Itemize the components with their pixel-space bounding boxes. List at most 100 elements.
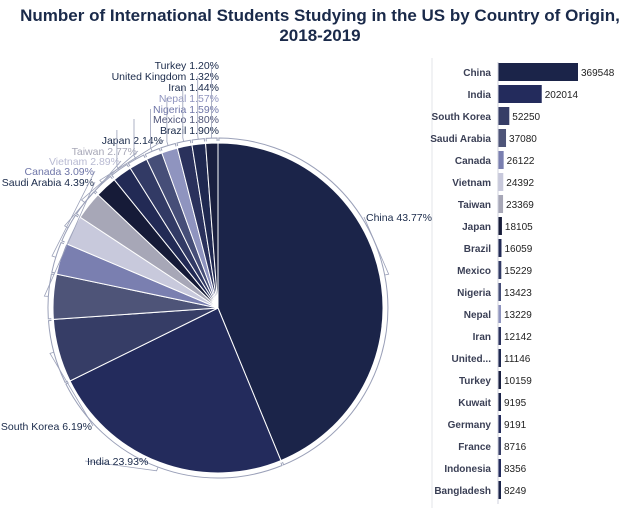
slice-leader	[182, 87, 184, 142]
pie-slice[interactable]	[205, 142, 219, 309]
bar-category-label: United...	[452, 354, 492, 365]
bar-value-label: 26122	[507, 156, 535, 167]
bar-category-label: Saudi Arabia	[430, 134, 491, 145]
bar[interactable]	[498, 129, 507, 147]
bar[interactable]	[498, 151, 504, 169]
slice-bracket	[160, 142, 177, 151]
slice-label: United Kingdom 1.32%	[112, 71, 219, 83]
bar-value-label: 52250	[512, 112, 540, 123]
bar-category-label: Iran	[473, 332, 491, 343]
slice-label: Nigeria 1.59%	[153, 104, 219, 116]
bar[interactable]	[498, 195, 504, 213]
bar-category-label: France	[458, 442, 491, 453]
slice-label: Taiwan 2.77%	[72, 146, 137, 158]
bar-category-label: Canada	[455, 156, 492, 167]
bar-chart: China 369548 India 202014 South Korea 52250 Sa…	[430, 58, 615, 508]
bar[interactable]	[498, 437, 501, 455]
bar[interactable]	[498, 393, 501, 411]
bar[interactable]	[498, 261, 502, 279]
bar-value-label: 9195	[504, 398, 527, 409]
pie-slice[interactable]	[69, 307, 282, 474]
bar-category-label: Turkey	[459, 376, 491, 387]
bar[interactable]	[498, 305, 501, 323]
slice-label: South Korea 6.19%	[1, 421, 92, 433]
bar-value-label: 369548	[581, 68, 615, 79]
bar-value-label: 202014	[545, 90, 579, 101]
slice-leader	[363, 216, 390, 276]
bar[interactable]	[498, 63, 578, 81]
slice-leader	[99, 139, 165, 184]
bar[interactable]	[498, 327, 501, 345]
slice-leader	[197, 76, 199, 140]
slice-bracket	[47, 273, 55, 320]
pie-slice[interactable]	[217, 142, 384, 462]
slice-bracket	[218, 137, 389, 466]
slice-leader	[150, 109, 153, 152]
slice-bracket	[127, 154, 146, 167]
bar-category-label: Indonesia	[444, 464, 491, 475]
bar-value-label: 8716	[504, 442, 527, 453]
bar[interactable]	[498, 481, 501, 499]
slice-leader	[133, 119, 137, 160]
bar-value-label: 37080	[509, 134, 537, 145]
bar-category-label: Mexico	[457, 266, 491, 277]
bar-category-label: Taiwan	[458, 200, 491, 211]
bar-category-label: China	[463, 68, 491, 79]
bar[interactable]	[498, 459, 501, 477]
bar[interactable]	[498, 85, 542, 103]
bar[interactable]	[498, 173, 504, 191]
slice-leader	[84, 460, 159, 472]
bar-value-label: 13423	[504, 288, 532, 299]
slice-bracket	[205, 137, 218, 142]
bar[interactable]	[498, 283, 501, 301]
slice-bracket	[191, 138, 205, 144]
slice-label: Saudi Arabia 4.39%	[2, 177, 94, 189]
bar-value-label: 15229	[504, 266, 532, 277]
bar-category-label: Japan	[462, 222, 491, 233]
bar[interactable]	[498, 239, 502, 257]
bar-category-label: Nepal	[464, 310, 491, 321]
bar-value-label: 9191	[504, 420, 527, 431]
slice-leader	[166, 98, 169, 146]
slice-label: Turkey 1.20%	[155, 60, 219, 72]
bar[interactable]	[498, 349, 501, 367]
bar-value-label: 23369	[506, 200, 534, 211]
slice-label: Brazil 1.90%	[160, 125, 219, 137]
bar-category-label: Vietnam	[452, 178, 491, 189]
slice-bracket	[176, 139, 192, 147]
slice-leader	[116, 130, 120, 170]
bar[interactable]	[498, 217, 502, 235]
slice-label: Japan 2.14%	[102, 135, 163, 147]
bar[interactable]	[498, 107, 510, 125]
bar-category-label: Kuwait	[458, 398, 491, 409]
slice-leader	[51, 170, 96, 258]
slice-label: India 23.93%	[87, 456, 148, 468]
bar-category-label: Germany	[448, 420, 492, 431]
slice-label: Vietnam 2.89%	[49, 156, 120, 168]
slice-leader	[49, 351, 94, 427]
bar-value-label: 24392	[506, 178, 534, 189]
bar[interactable]	[498, 415, 501, 433]
slice-leader	[80, 150, 139, 203]
bar[interactable]	[498, 371, 501, 389]
bar-value-label: 12142	[504, 332, 532, 343]
bar-value-label: 16059	[504, 244, 532, 255]
bar-value-label: 11146	[504, 354, 531, 365]
chart-title: Number of International Students Studyin…	[20, 6, 620, 45]
slice-leader	[43, 181, 96, 297]
slice-label: Mexico 1.80%	[153, 114, 219, 126]
bar-category-label: Bangladesh	[434, 486, 491, 497]
bar-category-label: Nigeria	[457, 288, 491, 299]
slice-label: Canada 3.09%	[25, 166, 94, 178]
pie-chart: China 43.77% India 23.93% South Korea 6.19…	[1, 60, 432, 479]
bar-category-label: Brazil	[464, 244, 491, 255]
slice-bracket	[65, 382, 283, 479]
slice-label: Nepal 1.57%	[159, 93, 219, 105]
slice-label: China 43.77%	[366, 212, 432, 224]
bar-value-label: 8249	[504, 486, 527, 497]
bar-value-label: 18105	[505, 222, 533, 233]
bar-value-label: 13229	[504, 310, 532, 321]
bar-category-label: India	[468, 90, 492, 101]
bar-value-label: 10159	[504, 376, 532, 387]
